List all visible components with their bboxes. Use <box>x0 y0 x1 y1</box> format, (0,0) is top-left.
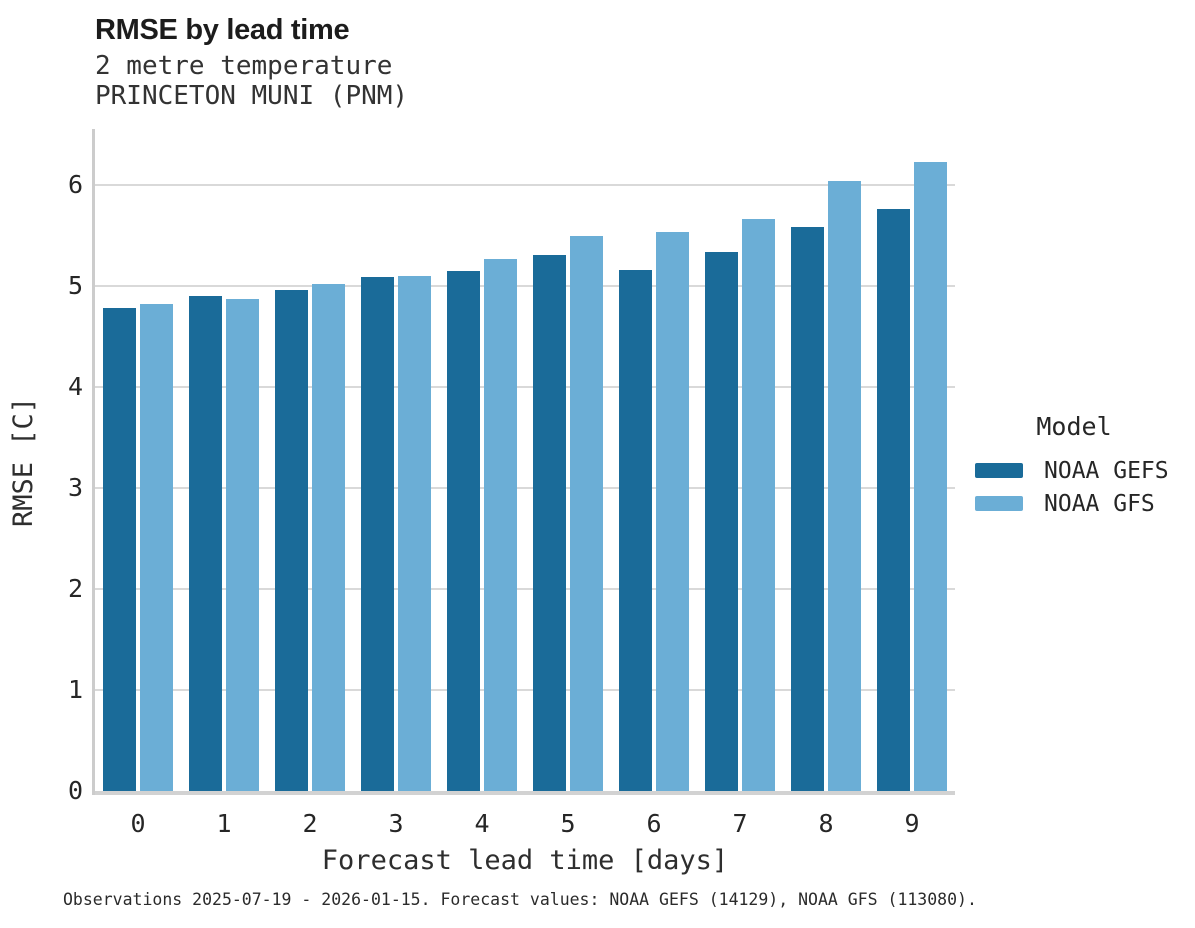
y-tick-label-6: 6 <box>67 169 83 199</box>
bar-noaa-gefs-lead-4 <box>446 270 480 791</box>
plot-area: 0 1 2 3 4 5 6 0 1 2 3 4 5 6 7 8 9 <box>68 129 955 838</box>
chart-subtitle-variable: 2 metre temperature <box>95 51 393 81</box>
y-axis-spine <box>92 129 95 795</box>
gridline-y-3 <box>95 486 955 489</box>
bar-noaa-gefs-lead-6 <box>618 269 652 791</box>
gridline-y-4 <box>95 385 955 388</box>
bar-noaa-gfs-lead-1 <box>226 298 259 791</box>
chart-title: RMSE by lead time <box>95 14 350 46</box>
bar-group-lead-9 <box>869 129 955 791</box>
bar-noaa-gefs-lead-8 <box>790 227 824 791</box>
caption-observations: Observations 2025-07-19 - 2026-01-15. Fo… <box>63 890 977 909</box>
legend-label-noaa-gfs: NOAA GFS <box>1044 490 1155 517</box>
gridline-y-1 <box>95 688 955 691</box>
x-axis-title: Forecast lead time [days] <box>321 845 729 876</box>
x-tick-label-1: 1 <box>216 809 232 838</box>
bar-noaa-gfs-lead-5 <box>570 236 603 791</box>
y-axis-title: RMSE [C] <box>8 396 39 528</box>
bar-noaa-gfs-lead-0 <box>140 303 173 791</box>
bar-group-lead-0 <box>95 129 181 791</box>
bar-noaa-gefs-lead-7 <box>704 252 738 791</box>
x-tick-label-0: 0 <box>130 809 146 838</box>
x-tick-label-2: 2 <box>302 809 318 838</box>
bar-group-lead-6 <box>611 129 697 791</box>
bar-group-lead-2 <box>267 129 353 791</box>
bar-group-lead-5 <box>525 129 611 791</box>
bar-noaa-gfs-lead-3 <box>398 275 431 791</box>
bar-noaa-gefs-lead-9 <box>876 208 910 791</box>
gridline-y-2 <box>95 587 955 590</box>
bar-group-lead-1 <box>181 129 267 791</box>
bar-noaa-gfs-lead-7 <box>742 218 775 791</box>
y-tick-label-0: 0 <box>67 776 83 805</box>
bar-group-lead-8 <box>783 129 869 791</box>
legend-title: Model <box>1036 412 1112 441</box>
legend-swatch-noaa-gefs <box>975 463 1023 478</box>
x-tick-label-5: 5 <box>560 809 576 838</box>
bar-noaa-gefs-lead-5 <box>532 255 566 791</box>
x-tick-label-4: 4 <box>474 809 490 838</box>
bar-noaa-gefs-lead-3 <box>360 276 394 791</box>
y-tick-label-5: 5 <box>67 270 83 300</box>
chart-subtitle-station: PRINCETON MUNI (PNM) <box>95 81 409 111</box>
x-tick-label-6: 6 <box>646 809 662 838</box>
legend-item-noaa-gefs: NOAA GEFS <box>975 454 1173 487</box>
y-tick-label-2: 2 <box>67 573 83 603</box>
x-tick-label-8: 8 <box>818 809 834 838</box>
gridline-y-6 <box>95 183 955 186</box>
bar-group-lead-4 <box>439 129 525 791</box>
bar-noaa-gfs-lead-2 <box>312 283 345 791</box>
gridline-y-5 <box>95 284 955 287</box>
x-tick-label-3: 3 <box>388 809 404 838</box>
bar-noaa-gefs-lead-1 <box>188 295 222 791</box>
x-tick-label-7: 7 <box>732 809 748 838</box>
y-tick-label-4: 4 <box>67 371 83 401</box>
legend-label-noaa-gefs: NOAA GEFS <box>1044 457 1169 484</box>
x-tick-label-9: 9 <box>904 809 920 838</box>
y-tick-label-3: 3 <box>67 472 83 502</box>
bar-noaa-gfs-lead-8 <box>828 180 861 791</box>
bar-group-lead-3 <box>353 129 439 791</box>
legend: Model NOAA GEFS NOAA GFS <box>975 412 1173 520</box>
bar-noaa-gefs-lead-0 <box>102 307 136 791</box>
legend-swatch-noaa-gfs <box>975 496 1023 511</box>
y-tick-label-1: 1 <box>67 674 83 704</box>
bar-noaa-gfs-lead-4 <box>484 259 517 791</box>
bar-group-lead-7 <box>697 129 783 791</box>
bar-noaa-gfs-lead-9 <box>914 162 947 791</box>
legend-item-noaa-gfs: NOAA GFS <box>975 487 1173 520</box>
bar-noaa-gfs-lead-6 <box>656 232 689 791</box>
bar-noaa-gefs-lead-2 <box>274 289 308 791</box>
